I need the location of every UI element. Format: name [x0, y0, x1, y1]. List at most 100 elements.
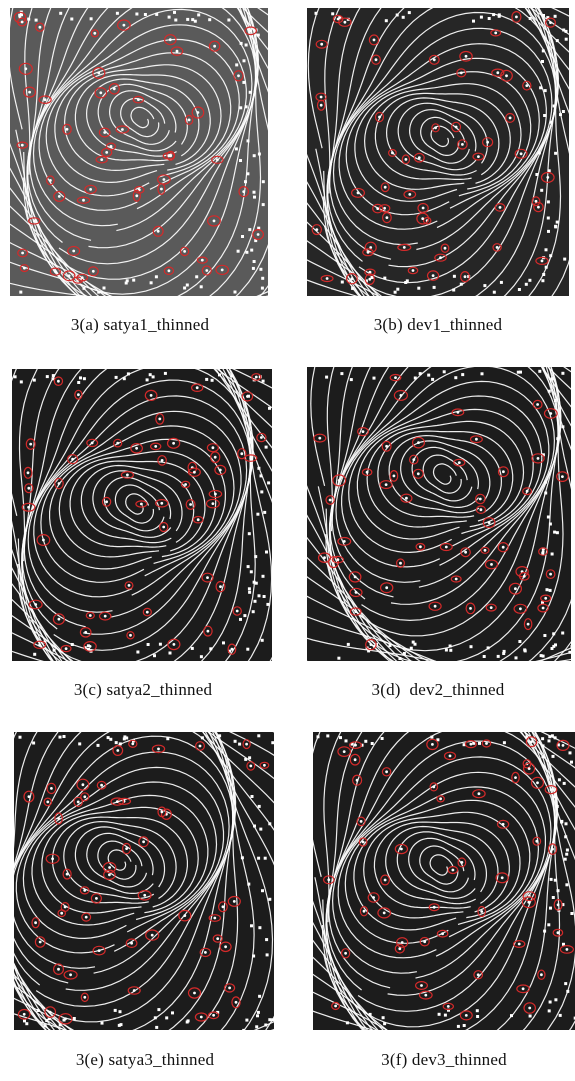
minutia-dot — [336, 558, 340, 561]
minutia-dot — [167, 269, 171, 273]
noise-speck — [247, 882, 251, 886]
noise-speck — [550, 552, 554, 556]
minutia-dot — [245, 742, 249, 746]
minutia-marker — [44, 1006, 57, 1019]
minutia-marker — [457, 139, 468, 150]
minutia-marker — [196, 256, 208, 264]
minutia-dot — [489, 606, 493, 609]
ridge-line — [307, 595, 430, 661]
minutia-dot — [99, 91, 103, 95]
minutia-marker — [73, 796, 83, 808]
noise-speck — [564, 822, 568, 826]
minutia-dot — [260, 436, 263, 439]
minutia-dot — [149, 394, 153, 397]
minutia-marker — [72, 276, 84, 284]
noise-speck — [541, 279, 545, 283]
minutia-marker — [362, 248, 374, 257]
minutia-marker — [379, 480, 393, 490]
noise-speck — [115, 11, 119, 15]
minutia-marker — [397, 243, 412, 251]
minutia-marker — [356, 816, 366, 827]
minutia-dot — [38, 25, 42, 29]
ridge-line — [397, 102, 488, 171]
minutia-dot — [109, 145, 113, 148]
minutia-dot — [540, 973, 543, 977]
minutia-dot — [522, 574, 526, 578]
minutia-dot — [60, 911, 64, 915]
ridge-line — [430, 125, 455, 148]
minutia-marker — [80, 792, 90, 802]
noise-speck — [556, 743, 560, 747]
noise-speck — [447, 1008, 450, 1012]
fingerprint-svg-b — [307, 8, 569, 296]
noise-speck — [261, 203, 265, 207]
ridge-lines — [10, 8, 268, 296]
minutia-dot — [535, 839, 539, 843]
minutia-dot — [383, 206, 386, 210]
minutia-dot — [213, 44, 217, 48]
noise-speck — [246, 139, 250, 143]
noise-speck — [370, 276, 374, 279]
minutia-marker — [23, 466, 33, 479]
minutia-marker — [511, 10, 522, 23]
minutia-marker — [101, 496, 112, 507]
minutia-dot — [536, 403, 539, 406]
noise-speck — [528, 278, 532, 282]
noise-speck — [314, 11, 318, 15]
minutia-dot — [508, 116, 512, 120]
minutia-dot — [342, 540, 346, 543]
minutia-marker — [74, 389, 83, 400]
minutia-dot — [454, 577, 458, 581]
ridge-line — [103, 476, 172, 532]
noise-speck — [149, 281, 153, 285]
noise-speck — [479, 15, 483, 19]
minutia-dot — [100, 158, 104, 162]
minutia-marker — [151, 744, 166, 754]
minutia-marker — [547, 843, 558, 855]
ridge-line — [307, 616, 437, 661]
noise-speck — [264, 445, 268, 449]
minutia-marker — [475, 505, 486, 515]
minutia-marker — [522, 891, 537, 902]
noise-speck — [268, 406, 271, 410]
minutia-dot — [218, 468, 222, 472]
minutia-dot — [249, 764, 253, 768]
minutia-marker — [66, 453, 79, 465]
minutia-marker — [533, 201, 544, 213]
noise-speck — [402, 652, 406, 655]
minutia-marker — [358, 837, 368, 847]
minutia-dot — [402, 246, 406, 249]
minutia-marker — [31, 917, 40, 929]
minutia-marker — [371, 54, 381, 65]
minutia-marker — [86, 438, 99, 448]
noise-speck — [409, 646, 413, 650]
noise-speck — [32, 741, 36, 745]
ridge-line — [321, 732, 557, 1030]
noise-speck — [401, 15, 405, 19]
noise-speck — [547, 739, 551, 743]
noise-speck — [541, 547, 545, 551]
ridge-line — [558, 658, 571, 661]
noise-speck — [190, 646, 194, 650]
noise-speck — [51, 374, 55, 378]
minutia-marker — [211, 155, 224, 164]
minutia-marker — [348, 741, 362, 750]
noise-speck — [554, 225, 558, 229]
noise-speck — [431, 377, 435, 381]
noise-speck — [118, 742, 122, 746]
minutia-marker — [135, 500, 148, 508]
minutia-marker — [76, 778, 90, 791]
noise-speck — [449, 648, 453, 652]
noise-speck — [547, 169, 551, 173]
ridge-line — [12, 369, 272, 661]
noise-speck — [197, 13, 201, 17]
minutia-marker — [192, 515, 204, 524]
noise-speck — [562, 942, 565, 946]
noise-speck — [551, 896, 555, 899]
minutia-dot — [193, 470, 196, 474]
noise-speck — [185, 283, 189, 287]
ridge-line — [354, 71, 532, 202]
ridge-line — [329, 11, 557, 268]
minutia-marker — [219, 941, 232, 953]
minutia-marker — [451, 121, 462, 133]
